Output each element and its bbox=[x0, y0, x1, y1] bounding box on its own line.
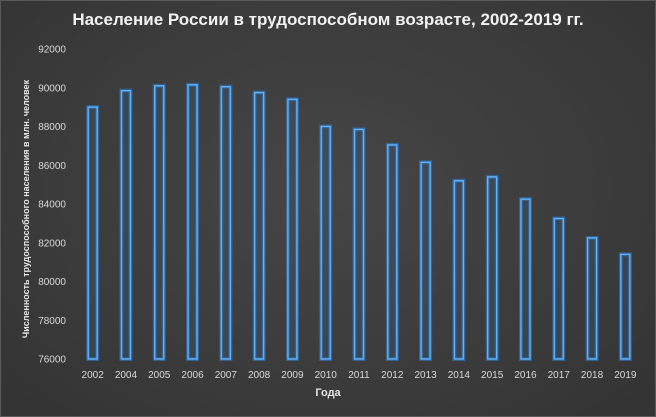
bar-2011 bbox=[353, 128, 365, 360]
bar-2015 bbox=[486, 176, 498, 360]
x-tick-label: 2010 bbox=[315, 370, 338, 381]
x-tick-label: 2004 bbox=[115, 370, 138, 381]
x-tick-label: 2002 bbox=[82, 370, 105, 381]
y-tick-labels: 76000 78000 80000 82000 84000 86000 88000 90000… bbox=[38, 45, 66, 366]
y-tick-label: 86000 bbox=[38, 161, 66, 172]
bar-2010 bbox=[320, 125, 331, 360]
x-tick-label: 2012 bbox=[381, 370, 404, 381]
bar-2005 bbox=[154, 85, 165, 360]
bar-2009 bbox=[287, 98, 298, 360]
y-tick-label: 82000 bbox=[38, 238, 66, 249]
x-tick-label: 2014 bbox=[448, 370, 471, 381]
y-tick-label: 88000 bbox=[38, 122, 66, 133]
bar-2004 bbox=[120, 89, 132, 360]
bars bbox=[86, 82, 632, 361]
x-tick-label: 2011 bbox=[348, 370, 370, 381]
x-tick-label: 2009 bbox=[281, 370, 304, 381]
x-axis-label: Года bbox=[315, 387, 341, 399]
x-tick-label: 2018 bbox=[581, 370, 604, 381]
x-tick-label: 2008 bbox=[248, 370, 271, 381]
bar-2018 bbox=[586, 237, 598, 360]
y-tick-label: 92000 bbox=[38, 45, 66, 56]
y-tick-label: 90000 bbox=[38, 83, 66, 94]
chart-title: Население России в трудоспособном возрас… bbox=[72, 10, 584, 29]
x-tick-label: 2016 bbox=[514, 370, 537, 381]
bar-2019 bbox=[620, 253, 631, 360]
bar-2006 bbox=[187, 84, 198, 360]
x-tick-label: 2006 bbox=[181, 370, 204, 381]
bar-2017 bbox=[553, 217, 564, 360]
y-tick-label: 76000 bbox=[38, 355, 66, 366]
bar-2007 bbox=[220, 86, 232, 360]
x-tick-label: 2007 bbox=[215, 370, 238, 381]
x-tick-labels: 2002 2004 2005 2006 2007 2008 2009 2010 2011 2012… bbox=[82, 370, 637, 381]
bar-2012 bbox=[387, 144, 398, 360]
y-tick-label: 84000 bbox=[38, 200, 66, 211]
x-tick-label: 2019 bbox=[614, 370, 637, 381]
bar-2013 bbox=[420, 161, 431, 360]
y-tick-label: 78000 bbox=[38, 316, 66, 327]
x-tick-label: 2005 bbox=[148, 370, 171, 381]
bar-2016 bbox=[520, 198, 531, 360]
x-tick-label: 2013 bbox=[414, 370, 437, 381]
bar-2002 bbox=[87, 106, 98, 360]
bar-2014 bbox=[453, 180, 465, 360]
bar-2008 bbox=[253, 91, 265, 360]
x-tick-label: 2017 bbox=[548, 370, 571, 381]
x-tick-label: 2015 bbox=[481, 370, 504, 381]
y-tick-label: 80000 bbox=[38, 277, 66, 288]
